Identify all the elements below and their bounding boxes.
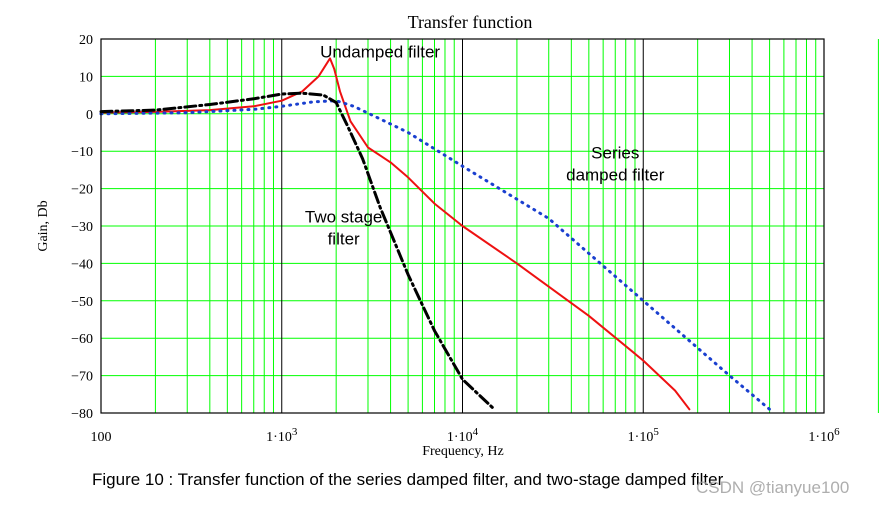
annotation-label: Series damped filter <box>566 144 665 185</box>
annotation-label: Two stage filter <box>305 207 383 248</box>
y-tick-label: −70 <box>71 370 93 385</box>
x-tick-label: 1·105 <box>628 426 660 445</box>
chart-annotations: Undamped filter Series damped filter Two st… <box>305 43 665 249</box>
grid-lines <box>101 39 879 413</box>
x-tick-label: 1·103 <box>266 426 298 445</box>
x-tick-labels: 100 1·103 1·104 1·105 1·106 <box>91 426 841 445</box>
y-tick-label: −80 <box>71 407 93 422</box>
transfer-function-chart: Transfer function 20100−10−20−30−40−50−6… <box>36 12 879 459</box>
annotation-label: Undamped filter <box>320 43 440 62</box>
y-tick-label: 0 <box>86 108 93 123</box>
plot-frame <box>100 38 825 414</box>
x-axis-label: Frequency, Hz <box>422 444 504 459</box>
figure-caption: Figure 10 : Transfer function of the ser… <box>92 470 724 489</box>
y-tick-label: −30 <box>71 220 93 235</box>
series-line-undamped <box>100 57 691 411</box>
y-tick-label: 10 <box>79 70 93 85</box>
x-tick-label: 1·106 <box>808 426 840 445</box>
series-line-two-stage <box>99 91 496 411</box>
y-tick-label: −10 <box>71 145 93 160</box>
y-tick-label: −60 <box>71 332 93 347</box>
y-tick-label: −50 <box>71 295 93 310</box>
y-tick-label: −20 <box>71 183 93 198</box>
y-tick-labels: 20 10 0 −10 −20 −30 −40 −50 −60 −70 −80 <box>71 33 93 422</box>
x-tick-label: 100 <box>91 430 112 445</box>
x-tick-label: 1·104 <box>447 426 479 445</box>
series-line-series-damped <box>99 99 772 411</box>
chart-title: Transfer function <box>408 12 533 32</box>
y-tick-label: 20 <box>79 33 93 48</box>
y-axis-label: Gain, Db <box>36 200 51 251</box>
y-tick-label: −40 <box>71 257 93 272</box>
watermark: CSDN @tianyue100 <box>696 478 850 497</box>
series-layer <box>99 57 772 411</box>
